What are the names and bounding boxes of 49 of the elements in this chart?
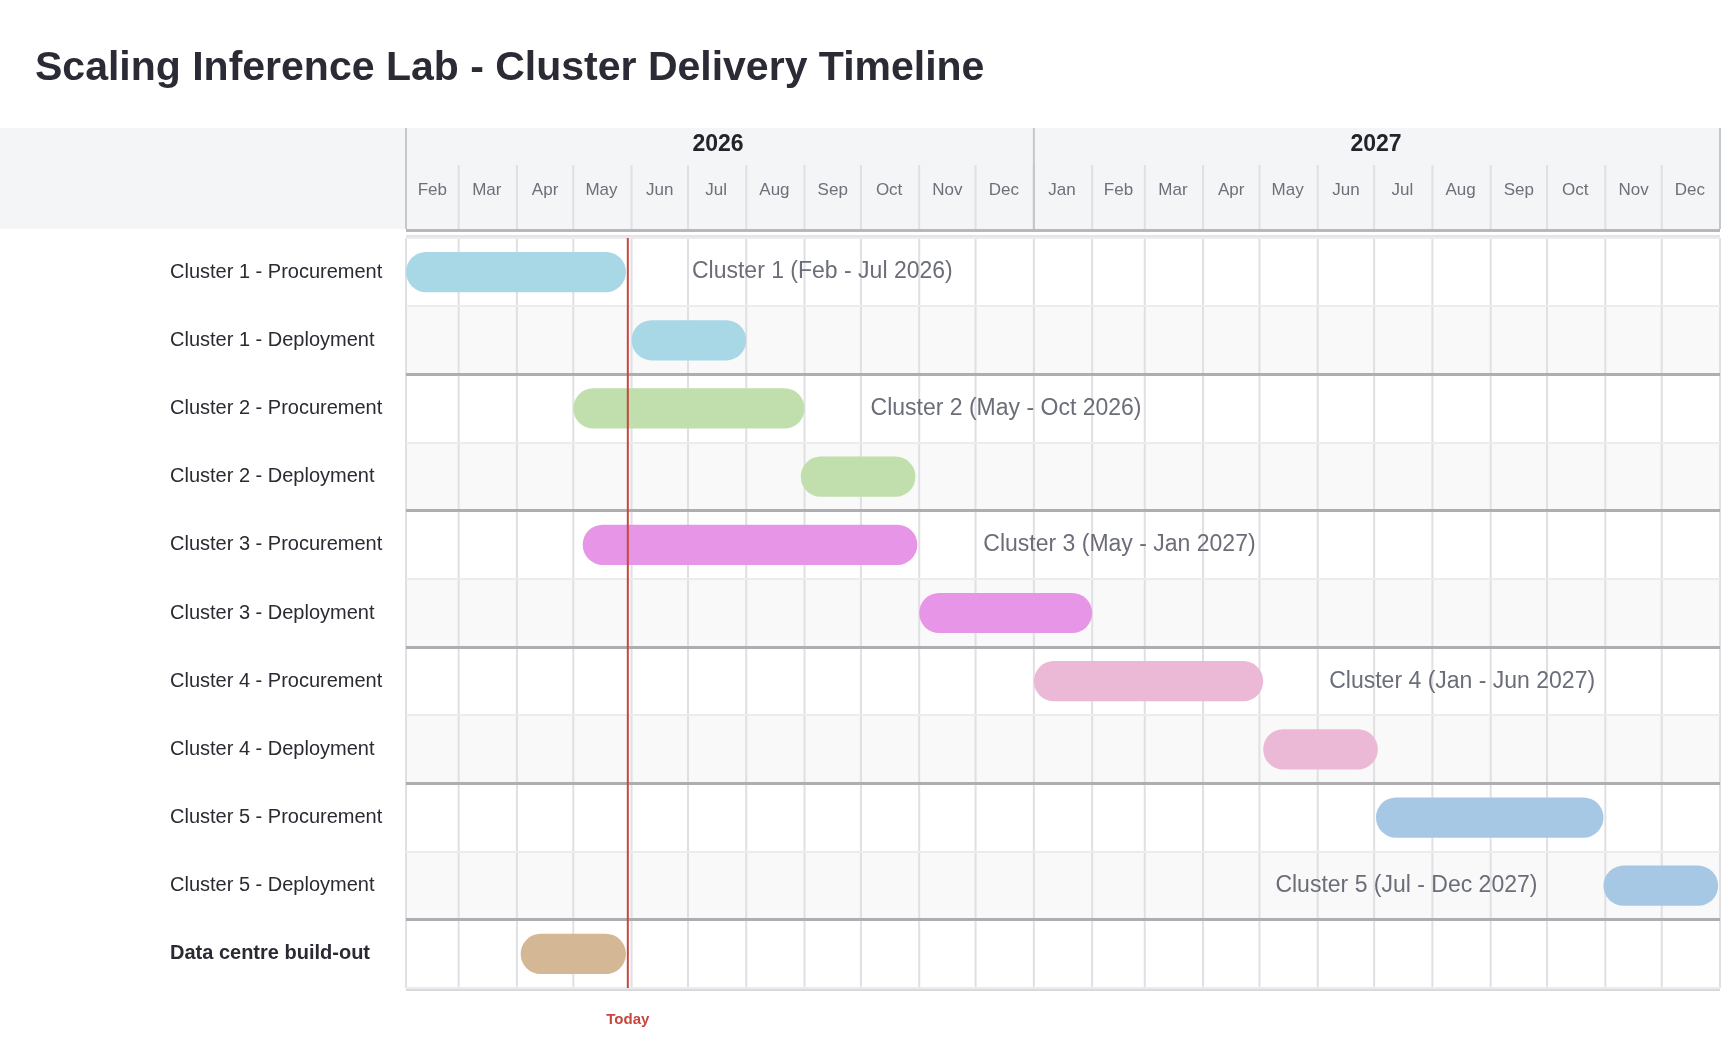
x-tick-label: May xyxy=(585,180,619,200)
x2-tick-label: 2027 xyxy=(1350,129,1402,156)
x-tick-label: May xyxy=(1271,180,1305,200)
bar xyxy=(406,251,626,293)
x-tick-label: Dec xyxy=(988,180,1020,200)
x-tick-label: Sep xyxy=(1503,180,1534,200)
bar xyxy=(1033,661,1264,702)
y-tick-label: Cluster 3 - Deployment xyxy=(170,600,375,623)
x-tick-label: Jan xyxy=(1048,180,1076,200)
y-tick-label: Cluster 3 - Procurement xyxy=(170,532,383,555)
x-tick-label: Jun xyxy=(1332,180,1360,200)
annotation: Cluster 2 (May - Oct 2026) xyxy=(870,393,1142,420)
x-tick-label: Oct xyxy=(1562,180,1589,200)
bar xyxy=(582,524,918,565)
annotation: Cluster 4 (Jan - Jun 2027) xyxy=(1329,666,1596,693)
x-tick-label: Aug xyxy=(1445,180,1476,200)
x-tick-label: Mar xyxy=(472,180,502,200)
y-tick-label: Data centre build-out xyxy=(170,941,371,964)
x-tick-label: Aug xyxy=(759,180,790,200)
chart-title: Scaling Inference Lab - Cluster Delivery Timeline xyxy=(35,43,985,90)
bar xyxy=(1375,797,1604,838)
bar xyxy=(919,592,1093,634)
annotation: Cluster 3 (May - Jan 2027) xyxy=(983,530,1256,557)
x-tick-label: Jul xyxy=(705,180,728,200)
bar xyxy=(573,388,805,429)
x-tick-label: Dec xyxy=(1674,180,1706,200)
annotation: Cluster 1 (Feb - Jul 2026) xyxy=(691,257,953,284)
y-tick-label: Cluster 2 - Deployment xyxy=(170,464,375,487)
ref-line-label: Today xyxy=(606,1010,651,1028)
x2-tick-label: 2026 xyxy=(692,129,744,156)
x-tick-label: Feb xyxy=(1103,180,1134,200)
x-tick-label: Nov xyxy=(1618,180,1650,200)
x-tick-label: Mar xyxy=(1158,180,1188,200)
annotation: Cluster 5 (Jul - Dec 2027) xyxy=(1275,871,1538,898)
x-tick-label: Oct xyxy=(875,180,903,200)
y-tick-label: Cluster 2 - Procurement xyxy=(170,395,383,418)
y-tick-label: Cluster 5 - Procurement xyxy=(170,805,383,828)
y-tick-label: Cluster 4 - Procurement xyxy=(170,668,383,691)
y-tick-label: Cluster 5 - Deployment xyxy=(170,873,375,896)
x-tick-label: Feb xyxy=(417,180,447,200)
y-tick-label: Cluster 1 - Deployment xyxy=(170,327,375,350)
x-tick-label: Jun xyxy=(646,180,674,200)
x-tick-label: Apr xyxy=(1218,180,1245,200)
x-tick-label: Apr xyxy=(531,180,559,200)
y-tick-label: Cluster 1 - Procurement xyxy=(170,259,383,282)
x-tick-label: Nov xyxy=(932,180,963,200)
x-tick-label: Jul xyxy=(1391,180,1414,200)
x-tick-label: Sep xyxy=(817,180,848,200)
y-tick-label: Cluster 4 - Deployment xyxy=(170,736,375,759)
